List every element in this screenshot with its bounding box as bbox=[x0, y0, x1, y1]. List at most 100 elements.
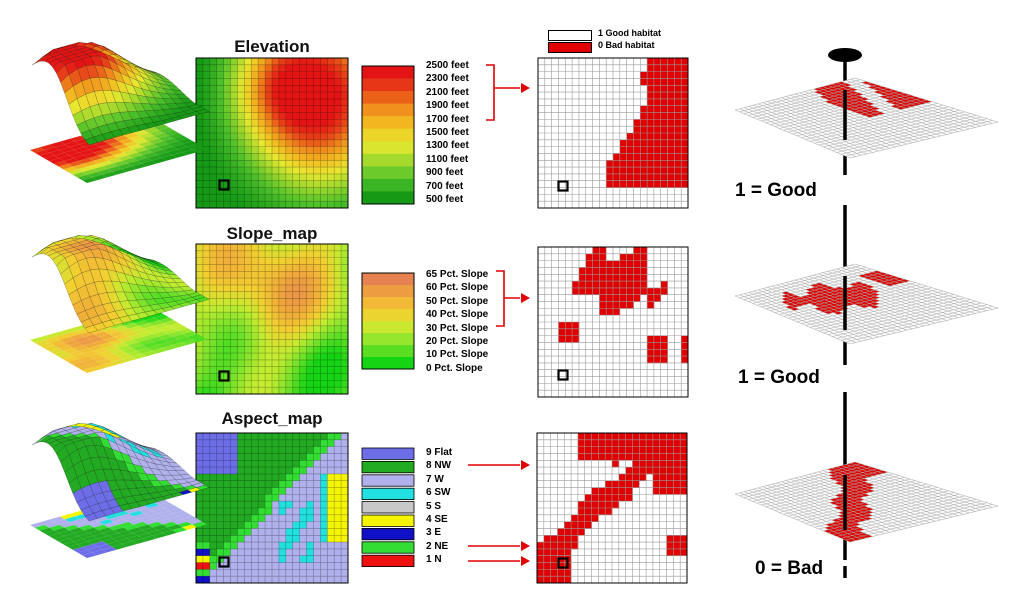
plane-facet bbox=[118, 336, 134, 343]
map-cell bbox=[278, 473, 287, 482]
plane-facet bbox=[30, 522, 45, 528]
terrain-facet bbox=[167, 461, 182, 468]
bad-habitat-cell bbox=[673, 439, 681, 447]
bad-habitat-cell bbox=[681, 64, 689, 72]
map-cell bbox=[237, 473, 245, 482]
map-cell bbox=[306, 146, 314, 154]
map-cell bbox=[237, 139, 245, 147]
map-cell bbox=[216, 325, 224, 333]
map-cell bbox=[278, 244, 287, 252]
map-cell bbox=[292, 353, 300, 361]
bad-habitat-cell bbox=[599, 274, 607, 282]
map-cell bbox=[334, 133, 342, 141]
aspect-legend-label: 5 S bbox=[426, 500, 442, 512]
map-cell bbox=[230, 446, 238, 454]
map-cell bbox=[278, 98, 287, 107]
bad-habitat-cell bbox=[632, 473, 640, 482]
map-cell bbox=[327, 167, 335, 175]
plane-facet bbox=[124, 323, 139, 329]
plane-facet bbox=[187, 333, 203, 340]
map-cell bbox=[327, 508, 335, 516]
map-cell bbox=[334, 439, 342, 447]
map-cell bbox=[299, 64, 307, 72]
map-cell bbox=[320, 112, 328, 120]
bad-habitat-cell bbox=[585, 281, 593, 289]
plane-facet bbox=[64, 149, 79, 156]
bad-habitat-cell bbox=[681, 146, 689, 154]
map-cell bbox=[251, 291, 259, 299]
map-cell bbox=[251, 64, 259, 72]
bad-habitat-cell bbox=[592, 247, 600, 255]
plane-facet bbox=[167, 524, 183, 531]
map-cell bbox=[265, 58, 273, 66]
bad-habitat-cell bbox=[577, 508, 586, 516]
map-cell bbox=[299, 359, 307, 368]
terrain-facet bbox=[158, 453, 173, 460]
plane-facet bbox=[114, 510, 129, 517]
bad-habitat-cell bbox=[680, 439, 688, 447]
map-cell bbox=[292, 291, 300, 299]
map-cell bbox=[341, 173, 349, 182]
map-cell bbox=[223, 473, 231, 482]
bad-habitat-cell bbox=[646, 453, 654, 461]
bad-habitat-cell bbox=[625, 446, 633, 454]
map-cell bbox=[230, 64, 238, 72]
plane-facet bbox=[89, 337, 104, 343]
plane-facet bbox=[132, 538, 147, 544]
plane-facet bbox=[129, 325, 144, 332]
map-cell bbox=[313, 446, 321, 454]
plane-facet bbox=[192, 146, 207, 153]
map-cell bbox=[202, 173, 211, 182]
plane-facet bbox=[50, 141, 65, 148]
map-cell bbox=[202, 264, 211, 272]
bad-habitat-cell bbox=[550, 542, 558, 550]
map-cell bbox=[196, 271, 204, 279]
legend-swatch bbox=[361, 447, 415, 460]
bad-habitat-cell bbox=[632, 467, 640, 475]
map-cell bbox=[223, 339, 231, 347]
map-cell bbox=[202, 112, 211, 120]
map-cell bbox=[278, 467, 287, 475]
plane-facet bbox=[142, 527, 158, 533]
map-cell bbox=[327, 535, 335, 543]
map-cell bbox=[244, 446, 252, 454]
plane-facet bbox=[133, 521, 148, 528]
bad-habitat-cell bbox=[633, 180, 641, 188]
map-cell bbox=[285, 353, 294, 361]
map-cell bbox=[285, 298, 294, 306]
plane-facet bbox=[162, 530, 177, 536]
map-cell bbox=[306, 92, 314, 100]
map-cell bbox=[320, 433, 328, 441]
bad-habitat-cell bbox=[653, 294, 662, 302]
map-cell bbox=[230, 278, 238, 286]
plane-facet bbox=[143, 334, 158, 340]
map-cell bbox=[327, 467, 335, 475]
map-cell bbox=[341, 271, 349, 279]
map-cell bbox=[327, 64, 335, 72]
map-cell bbox=[258, 480, 266, 488]
map-cell bbox=[216, 105, 224, 113]
map-cell bbox=[272, 319, 280, 327]
bad-habitat-cell bbox=[613, 260, 621, 268]
map-cell bbox=[196, 312, 204, 320]
map-cell bbox=[258, 439, 266, 447]
bad-habitat-cell bbox=[640, 133, 648, 141]
bad-habitat-cell bbox=[674, 71, 682, 79]
map-cell bbox=[306, 64, 314, 72]
bad-habitat-cell bbox=[618, 433, 626, 441]
bad-habitat-label: 0 Bad habitat bbox=[598, 40, 655, 50]
slope-terrain bbox=[31, 235, 210, 334]
map-cell bbox=[320, 78, 328, 86]
map-cell bbox=[327, 480, 335, 488]
map-cell bbox=[313, 146, 321, 154]
map-cell bbox=[299, 467, 307, 475]
map-cell bbox=[327, 312, 335, 320]
map-cell bbox=[237, 244, 245, 252]
bad-habitat-cell bbox=[558, 328, 566, 336]
map-cell bbox=[272, 576, 280, 584]
map-cell bbox=[258, 528, 266, 536]
map-cell bbox=[306, 250, 314, 258]
plane-facet bbox=[92, 549, 107, 556]
bad-habitat-cell bbox=[619, 281, 627, 289]
bad-habitat-cell bbox=[625, 480, 633, 488]
